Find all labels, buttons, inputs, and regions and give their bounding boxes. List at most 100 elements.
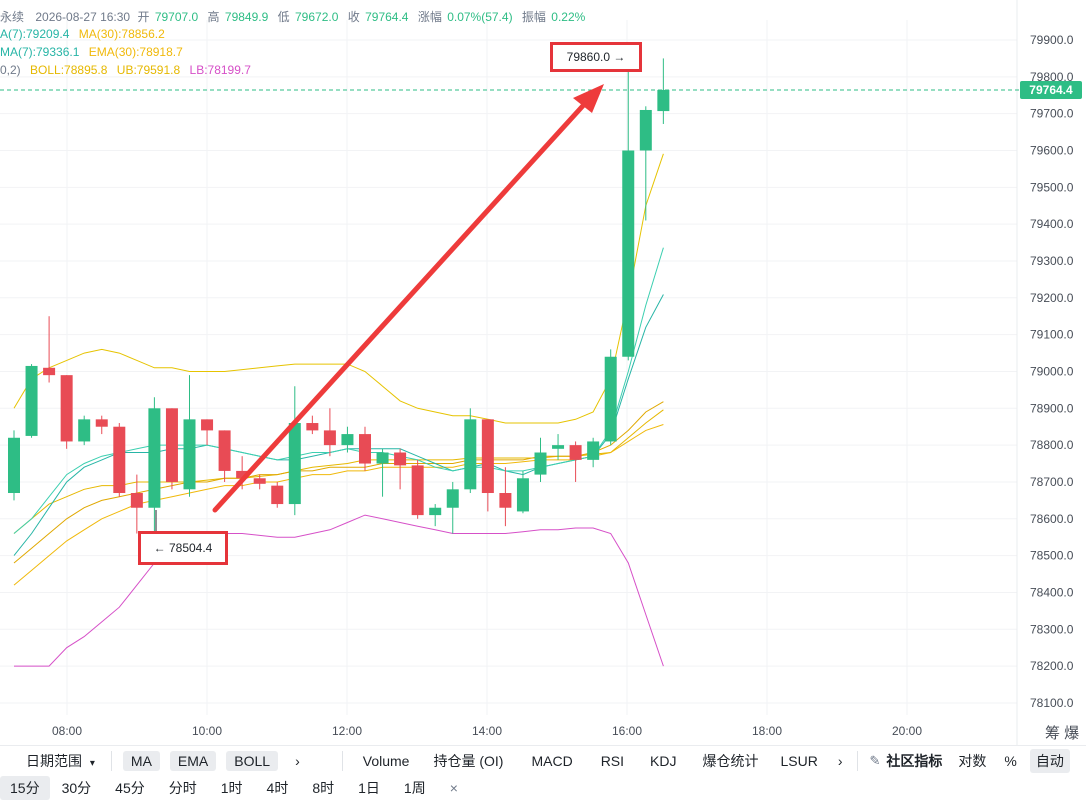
indicator-toolbar: 日期范围 ▾ MA EMA BOLL › Volume 持仓量 (OI) MAC… bbox=[0, 745, 1086, 776]
ma30-value: MA(30):78856.2 bbox=[78, 27, 165, 41]
liquidation-stats-button[interactable]: 爆仓统计 bbox=[702, 753, 759, 769]
interval-bar: 15分 30分 45分 分时 1时 4时 8时 1日 1周 × bbox=[0, 776, 1086, 800]
interval-8h[interactable]: 8时 bbox=[312, 780, 335, 796]
current-price-label: 79764.4 bbox=[1020, 81, 1082, 99]
low-label: 低 bbox=[277, 10, 290, 24]
kdj-indicator-button[interactable]: KDJ bbox=[650, 753, 677, 769]
high-label: 高 bbox=[207, 10, 220, 24]
candle-body-up bbox=[341, 434, 354, 446]
candle-body-down bbox=[481, 419, 494, 494]
ema-indicator-button[interactable]: EMA bbox=[169, 751, 217, 771]
candle-body-down bbox=[323, 430, 336, 446]
candle-body-down bbox=[165, 408, 178, 482]
ema-info-line: MA(7):79336.1 EMA(30):78918.7 bbox=[0, 45, 189, 59]
interval-4h[interactable]: 4时 bbox=[266, 780, 289, 796]
interval-30m[interactable]: 30分 bbox=[61, 780, 92, 796]
price-tick-label: 79100.0 bbox=[1030, 328, 1074, 342]
close-label: 收 bbox=[347, 10, 360, 24]
interval-1d[interactable]: 1日 bbox=[358, 780, 380, 796]
interval-timeline[interactable]: 分时 bbox=[168, 780, 197, 796]
price-tick-label: 79900.0 bbox=[1030, 33, 1074, 47]
high-price-annotation-text: 79860.0 → bbox=[566, 50, 626, 64]
interval-1h[interactable]: 1时 bbox=[220, 780, 243, 796]
candle-body-up bbox=[8, 437, 20, 494]
ema7-value: MA(7):79336.1 bbox=[0, 45, 80, 59]
rsi-indicator-button[interactable]: RSI bbox=[600, 753, 625, 769]
candle-body-up bbox=[376, 452, 389, 464]
boll-info-line: 0,2) BOLL:78895.8 UB:79591.8 LB:78199.7 bbox=[0, 63, 257, 77]
candle-body-down bbox=[569, 445, 582, 460]
candle-body-down bbox=[113, 426, 126, 494]
candle-body-down bbox=[95, 419, 108, 427]
date-range-dropdown[interactable]: 日期范围 ▾ bbox=[0, 751, 105, 771]
toolbar-divider bbox=[341, 751, 343, 771]
percent-scale-button[interactable]: % bbox=[1004, 753, 1017, 769]
candle-body-up bbox=[587, 441, 600, 460]
open-label: 开 bbox=[137, 10, 150, 24]
price-tick-label: 78800.0 bbox=[1030, 438, 1074, 452]
candle-body-up bbox=[429, 507, 442, 516]
low-price-annotation: ← 78504.4 bbox=[138, 531, 228, 565]
chevron-down-icon: ▾ bbox=[89, 758, 95, 769]
price-tick-label: 79600.0 bbox=[1030, 143, 1074, 157]
macd-indicator-button[interactable]: MACD bbox=[531, 753, 573, 769]
price-tick-label: 79800.0 bbox=[1030, 70, 1074, 84]
candle-datetime: 2026-08-27 16:30 bbox=[35, 10, 131, 24]
candlestick-chart[interactable]: 79900.0 79800.0 79700.0 79600.0 79500.0 79400… bbox=[0, 0, 1086, 745]
low-value: 79672.0 bbox=[295, 10, 339, 24]
open-value: 79707.0 bbox=[154, 10, 199, 24]
candle-body-down bbox=[306, 423, 319, 431]
boll-lb-value: LB:78199.7 bbox=[189, 63, 251, 77]
candle-body-up bbox=[446, 489, 459, 508]
high-value: 79849.9 bbox=[224, 10, 269, 24]
candle-body-up bbox=[78, 419, 91, 442]
price-tick-label: 78500.0 bbox=[1030, 549, 1074, 563]
volume-indicator-button[interactable]: Volume bbox=[362, 753, 410, 769]
open-interest-indicator-button[interactable]: 持仓量 (OI) bbox=[433, 753, 504, 769]
candle-body-up bbox=[639, 109, 652, 151]
time-tick-label: 16:00 bbox=[612, 724, 642, 738]
contract-type: 永续 bbox=[0, 10, 25, 24]
candle-body-up bbox=[534, 452, 547, 475]
toolbar-divider bbox=[856, 751, 858, 771]
price-tick-label: 79500.0 bbox=[1030, 180, 1074, 194]
close-icon[interactable]: × bbox=[449, 780, 458, 796]
ema30-line bbox=[13, 401, 664, 564]
ma7-value: A(7):79209.4 bbox=[0, 27, 70, 41]
candle-body-down bbox=[411, 465, 424, 516]
time-tick-label: 18:00 bbox=[752, 724, 782, 738]
toolbar-divider bbox=[110, 751, 112, 771]
current-price-value: 79764.4 bbox=[1029, 83, 1073, 97]
candle-body-up bbox=[516, 478, 529, 512]
price-tick-label: 79700.0 bbox=[1030, 107, 1074, 121]
boll-indicator-button[interactable]: BOLL bbox=[226, 751, 279, 771]
axis-extra-label[interactable]: 筹 爆 bbox=[1045, 725, 1080, 742]
amplitude-value: 0.22% bbox=[551, 10, 586, 24]
community-indicators-button[interactable]: 社区指标 bbox=[886, 753, 943, 769]
candle-body-down bbox=[394, 452, 407, 466]
log-scale-button[interactable]: 对数 bbox=[958, 753, 987, 769]
interval-45m[interactable]: 45分 bbox=[115, 780, 145, 796]
high-price-annotation: 79860.0 → bbox=[550, 42, 642, 72]
auto-scale-button[interactable]: 自动 bbox=[1029, 749, 1070, 773]
candle-body-up bbox=[288, 423, 301, 505]
candle-body-down bbox=[201, 419, 214, 431]
axis-extra-icons[interactable]: 筹 爆 bbox=[1045, 722, 1079, 743]
more-sub-indicators-button[interactable]: › bbox=[837, 753, 843, 769]
price-tick-label: 79400.0 bbox=[1030, 217, 1074, 231]
price-tick-label: 78400.0 bbox=[1030, 585, 1074, 599]
candle-body-down bbox=[218, 430, 231, 471]
more-main-indicators-button[interactable]: › bbox=[295, 753, 300, 769]
interval-1w[interactable]: 1周 bbox=[403, 780, 426, 796]
lsur-indicator-button[interactable]: LSUR bbox=[780, 753, 818, 769]
candle-body-up bbox=[622, 150, 635, 357]
price-tick-label: 78700.0 bbox=[1030, 475, 1074, 489]
chart-area[interactable]: 79900.0 79800.0 79700.0 79600.0 79500.0 79400… bbox=[0, 0, 1086, 745]
interval-15m[interactable]: 15分 bbox=[0, 776, 50, 800]
candle-body-up bbox=[148, 408, 161, 508]
boll-value: BOLL:78895.8 bbox=[30, 63, 108, 77]
ma-indicator-button[interactable]: MA bbox=[122, 751, 160, 771]
price-tick-label: 79000.0 bbox=[1030, 364, 1074, 378]
edit-icon[interactable]: ✎ bbox=[869, 753, 881, 768]
ema30-value: EMA(30):78918.7 bbox=[88, 45, 183, 59]
